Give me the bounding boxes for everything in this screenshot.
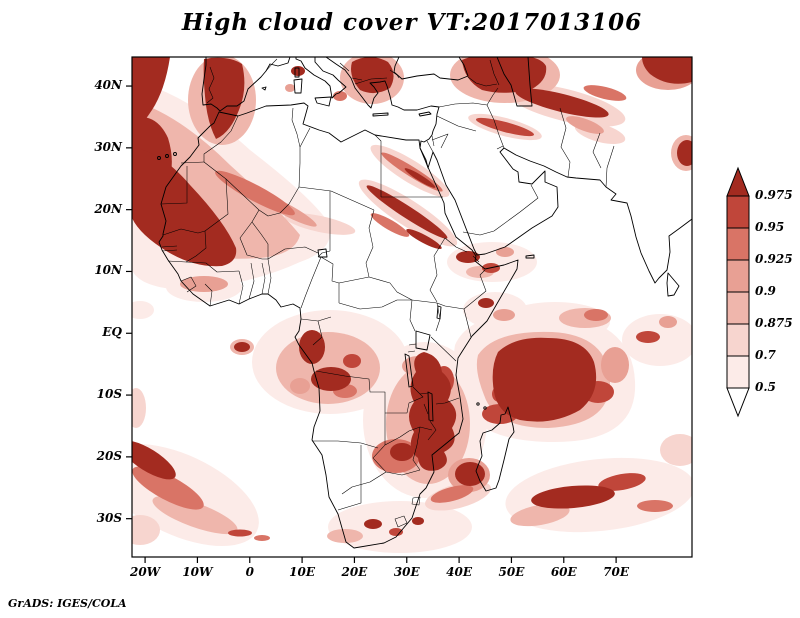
colorbar-tick-label: 0.95 bbox=[755, 220, 785, 234]
x-tick-label: 40E bbox=[446, 565, 473, 579]
map-frame bbox=[131, 56, 693, 558]
y-tick-label: 30S bbox=[96, 510, 122, 525]
x-tick-label: 30E bbox=[393, 565, 420, 579]
axis-ticks bbox=[126, 85, 617, 563]
lake-chad bbox=[317, 248, 328, 258]
y-tick-label: 20N bbox=[94, 201, 122, 216]
colorbar-segment bbox=[726, 227, 750, 261]
x-tick-label: 0 bbox=[245, 565, 254, 579]
colorbar-segment bbox=[726, 195, 750, 229]
black-sea-coastline bbox=[393, 57, 469, 81]
colorbar bbox=[726, 166, 750, 418]
colorbar-arrow-down bbox=[726, 387, 750, 418]
x-tick-label: 50E bbox=[498, 565, 525, 579]
colorbar-tick-label: 0.5 bbox=[755, 380, 776, 394]
colorbar-segment bbox=[726, 291, 750, 325]
colorbar-tick-label: 0.925 bbox=[755, 252, 793, 266]
colorbar-segment bbox=[726, 323, 750, 357]
colorbar-segment bbox=[726, 259, 750, 293]
madagascar-coastline bbox=[475, 406, 515, 492]
colorbar-segment bbox=[726, 355, 750, 389]
y-tick-label: 20S bbox=[96, 448, 122, 463]
x-tick-label: 60E bbox=[550, 565, 577, 579]
y-tick-label: 10S bbox=[96, 387, 122, 402]
x-tick-label: 70E bbox=[603, 565, 630, 579]
cloud-shading-layer bbox=[132, 57, 692, 553]
colorbar-tick-label: 0.7 bbox=[755, 348, 776, 362]
lake-victoria bbox=[415, 330, 431, 351]
iberia-coastline bbox=[201, 57, 291, 112]
colorbar-arrow-up bbox=[726, 166, 750, 197]
x-tick-label: 20E bbox=[341, 565, 368, 579]
colorbar-tick-label: 0.975 bbox=[755, 188, 793, 202]
eurasia-coastline bbox=[325, 57, 692, 284]
y-tick-label: 30N bbox=[94, 139, 122, 154]
y-tick-label: 10N bbox=[94, 263, 122, 278]
x-tick-label: 10W bbox=[182, 565, 213, 579]
africa-coastline bbox=[158, 102, 519, 549]
lake-malawi bbox=[427, 391, 434, 422]
lake-tanganyika bbox=[404, 353, 414, 388]
country-borders-layer bbox=[160, 58, 615, 528]
italy-coastline bbox=[295, 57, 347, 99]
y-tick-label: 40N bbox=[94, 78, 122, 93]
colorbar-tick-label: 0.9 bbox=[755, 284, 776, 298]
y-tick-label: EQ bbox=[102, 325, 122, 340]
x-tick-label: 20W bbox=[129, 565, 161, 579]
x-tick-label: 10E bbox=[289, 565, 315, 579]
grads-attribution: GrADS: IGES/COLA bbox=[8, 597, 127, 610]
caspian-coastline bbox=[496, 57, 533, 107]
colorbar-tick-label: 0.875 bbox=[755, 316, 793, 330]
coastlines-layer bbox=[157, 57, 692, 549]
plot-title: High cloud cover VT:2017013106 bbox=[181, 9, 643, 36]
